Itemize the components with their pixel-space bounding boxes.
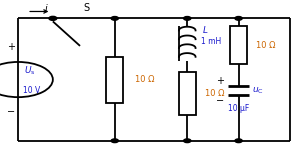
- Bar: [230, 26, 247, 64]
- Text: 10 Ω: 10 Ω: [135, 75, 155, 84]
- Circle shape: [184, 139, 191, 143]
- Circle shape: [111, 139, 118, 143]
- Text: +: +: [7, 42, 14, 52]
- Circle shape: [235, 139, 242, 143]
- Text: −: −: [217, 96, 224, 106]
- Text: 10 Ω: 10 Ω: [256, 41, 275, 50]
- Text: S: S: [83, 3, 89, 13]
- Bar: [179, 72, 196, 115]
- Circle shape: [49, 16, 57, 20]
- Text: $U_{\rm s}$: $U_{\rm s}$: [24, 64, 36, 77]
- Bar: [106, 57, 123, 103]
- Text: L: L: [203, 26, 208, 35]
- Circle shape: [235, 17, 242, 20]
- Circle shape: [184, 17, 191, 20]
- Text: 10 μF: 10 μF: [228, 104, 249, 113]
- Text: 10 Ω: 10 Ω: [205, 89, 224, 98]
- Circle shape: [111, 17, 118, 20]
- Text: 10 V: 10 V: [23, 86, 40, 95]
- Text: $u_{\rm C}$: $u_{\rm C}$: [252, 85, 264, 95]
- Text: $i$: $i$: [44, 2, 49, 14]
- Text: +: +: [217, 76, 224, 86]
- Text: −: −: [7, 107, 14, 118]
- Text: 1 mH: 1 mH: [201, 37, 221, 46]
